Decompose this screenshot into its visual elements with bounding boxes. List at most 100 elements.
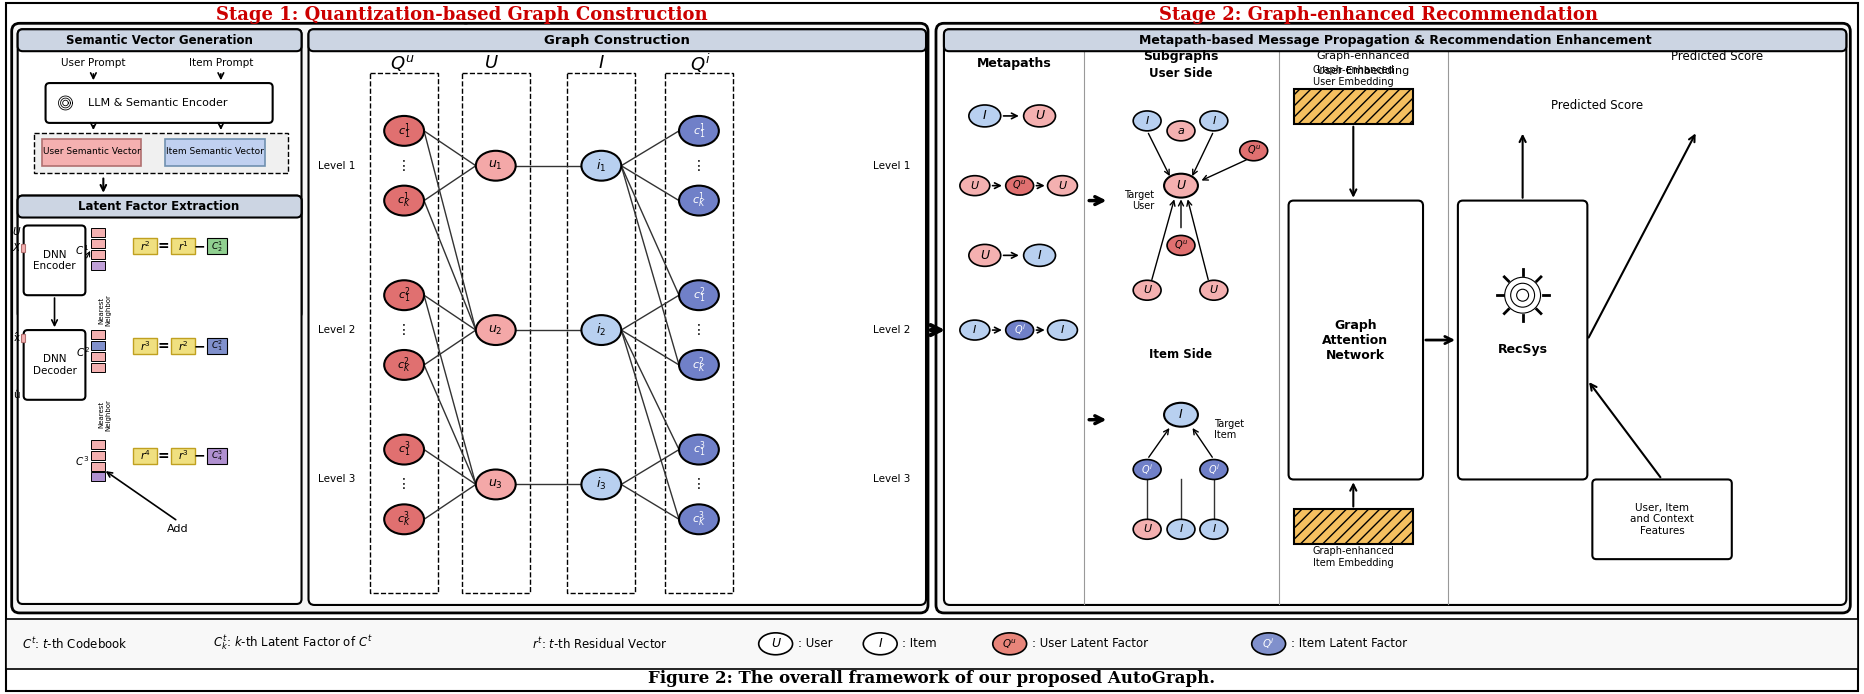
- Text: $r^3$: $r^3$: [140, 339, 151, 353]
- Bar: [34, 133, 287, 173]
- Ellipse shape: [384, 505, 423, 534]
- Bar: [207, 239, 227, 255]
- Text: Metapath-based Message Propagation & Recommendation Enhancement: Metapath-based Message Propagation & Rec…: [1139, 34, 1652, 46]
- Bar: [132, 239, 157, 255]
- Text: $C^1_2$: $C^1_2$: [211, 239, 224, 254]
- Text: x̂: x̂: [13, 333, 21, 343]
- Text: U: U: [1143, 524, 1152, 534]
- Ellipse shape: [1200, 459, 1228, 480]
- Text: ⋮: ⋮: [397, 159, 412, 173]
- FancyBboxPatch shape: [45, 83, 272, 123]
- Ellipse shape: [994, 633, 1027, 654]
- Text: $Q^i$: $Q^i$: [690, 51, 712, 75]
- Text: $u_2$: $u_2$: [488, 323, 503, 337]
- Text: U: U: [1176, 179, 1186, 192]
- Text: I: I: [878, 637, 882, 650]
- Text: $r^2$: $r^2$: [177, 339, 188, 353]
- Ellipse shape: [384, 434, 423, 464]
- Bar: [171, 448, 196, 464]
- Ellipse shape: [678, 350, 720, 380]
- Ellipse shape: [960, 176, 990, 196]
- Bar: [371, 73, 438, 593]
- Text: ⋮: ⋮: [692, 159, 706, 173]
- Bar: [91, 341, 106, 350]
- Ellipse shape: [1133, 111, 1161, 131]
- Text: $C^3_4$: $C^3_4$: [211, 448, 224, 463]
- Ellipse shape: [1133, 519, 1161, 539]
- FancyBboxPatch shape: [1592, 480, 1732, 559]
- Ellipse shape: [384, 280, 423, 310]
- Text: U: U: [11, 228, 21, 237]
- Ellipse shape: [1023, 105, 1055, 127]
- Bar: [462, 73, 529, 593]
- Bar: [21, 244, 24, 253]
- Text: $r^2$: $r^2$: [140, 239, 151, 253]
- Text: $Q^u$: $Q^u$: [1003, 637, 1018, 650]
- Ellipse shape: [1240, 141, 1268, 161]
- Bar: [91, 330, 106, 339]
- Text: Metapaths: Metapaths: [977, 57, 1051, 69]
- Text: Item Semantic Vector: Item Semantic Vector: [166, 147, 265, 156]
- Ellipse shape: [1133, 280, 1161, 301]
- Bar: [6, 619, 1858, 669]
- Bar: [207, 338, 227, 354]
- Ellipse shape: [475, 315, 516, 345]
- Text: =: =: [157, 239, 170, 253]
- Ellipse shape: [1163, 174, 1199, 198]
- Text: $i_3$: $i_3$: [596, 476, 606, 493]
- Text: −: −: [194, 448, 205, 463]
- FancyBboxPatch shape: [17, 196, 302, 604]
- Ellipse shape: [960, 320, 990, 340]
- Text: Item Side: Item Side: [1150, 348, 1213, 362]
- Text: $r^4$: $r^4$: [140, 448, 151, 462]
- Text: Graph-enhanced
User Embedding: Graph-enhanced User Embedding: [1312, 65, 1394, 87]
- Bar: [91, 450, 106, 459]
- Text: Graph-enhanced: Graph-enhanced: [1316, 51, 1409, 61]
- Text: I: I: [1038, 249, 1042, 262]
- Text: $Q^u$: $Q^u$: [1247, 144, 1260, 158]
- Bar: [91, 228, 106, 237]
- Bar: [91, 473, 106, 482]
- Text: I: I: [1212, 116, 1215, 126]
- Text: U: U: [980, 249, 990, 262]
- Ellipse shape: [1200, 280, 1228, 301]
- Bar: [91, 363, 106, 372]
- Ellipse shape: [1167, 235, 1195, 255]
- Text: $r^t$: $t$-th Residual Vector: $r^t$: $t$-th Residual Vector: [531, 636, 667, 652]
- Bar: [21, 334, 24, 342]
- Text: Graph Construction: Graph Construction: [544, 34, 690, 46]
- Text: a: a: [1178, 126, 1184, 136]
- Text: $c^1_1$: $c^1_1$: [693, 121, 705, 141]
- Text: ⋮: ⋮: [692, 477, 706, 491]
- Text: $c^3_K$: $c^3_K$: [397, 509, 410, 529]
- FancyBboxPatch shape: [11, 24, 928, 613]
- Text: Graph-enhanced
Item Embedding: Graph-enhanced Item Embedding: [1312, 546, 1394, 568]
- Bar: [171, 338, 196, 354]
- Bar: [41, 139, 142, 166]
- Ellipse shape: [678, 505, 720, 534]
- Text: −: −: [194, 339, 205, 353]
- Ellipse shape: [1253, 633, 1286, 654]
- Text: U: U: [1059, 180, 1066, 191]
- Text: : Item: : Item: [902, 637, 938, 650]
- FancyBboxPatch shape: [1458, 201, 1588, 480]
- Text: U: U: [1035, 110, 1044, 122]
- Ellipse shape: [1007, 321, 1035, 339]
- Text: I: I: [1180, 408, 1184, 421]
- Text: I: I: [1212, 524, 1215, 534]
- Ellipse shape: [582, 151, 621, 180]
- Text: I: I: [982, 110, 986, 122]
- Text: $U$: $U$: [485, 54, 500, 72]
- Text: Level 2: Level 2: [319, 325, 356, 335]
- Text: I: I: [1061, 325, 1064, 335]
- Text: $c^1_1$: $c^1_1$: [397, 121, 410, 141]
- Bar: [91, 239, 106, 248]
- FancyBboxPatch shape: [943, 29, 1847, 605]
- Ellipse shape: [678, 434, 720, 464]
- Text: $Q^i$: $Q^i$: [1141, 462, 1154, 477]
- Ellipse shape: [1167, 121, 1195, 141]
- Text: U: U: [971, 180, 979, 191]
- Bar: [91, 439, 106, 448]
- Bar: [1294, 509, 1413, 544]
- FancyBboxPatch shape: [24, 226, 86, 295]
